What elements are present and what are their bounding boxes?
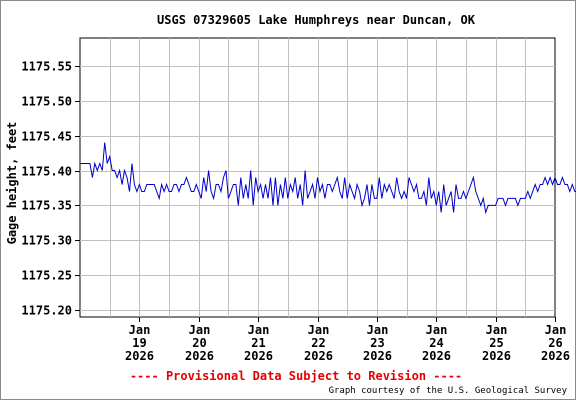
x-tick-label: Jan [248, 323, 270, 337]
y-tick-label: 1175.50 [21, 95, 72, 109]
series-layer [80, 142, 576, 215]
usgs-credit: Graph courtesy of the U.S. Geological Su… [329, 386, 568, 396]
chart-title: USGS 07329605 Lake Humphreys near Duncan… [157, 13, 476, 27]
y-tick-label: 1175.55 [21, 60, 72, 74]
x-tick-label: 2026 [244, 349, 273, 363]
grid-lines [80, 38, 555, 317]
x-tick-label: 23 [370, 336, 384, 350]
y-tick-labels: 1175.55 1175.50 1175.45 1175.40 1175.35 1175.… [21, 60, 80, 318]
y-tick-label: 1175.40 [21, 165, 72, 179]
y-tick-label: 1175.45 [21, 130, 72, 144]
x-tick-label: 2026 [482, 349, 511, 363]
y-tick-label: 1175.30 [21, 234, 72, 248]
x-tick-label: 2026 [541, 349, 570, 363]
x-tick-label: 24 [429, 336, 443, 350]
x-tick-label: Jan [129, 323, 151, 337]
x-tick-label: Jan [367, 323, 389, 337]
x-tick-label: 25 [489, 336, 503, 350]
x-tick-label: Jan [545, 323, 567, 337]
x-tick-label: 26 [548, 336, 562, 350]
y-tick-label: 1175.20 [21, 304, 72, 318]
x-tick-labels: Jan192026Jan202026Jan212026Jan222026Jan2… [125, 317, 570, 363]
provisional-notice: ---- Provisional Data Subject to Revisio… [130, 369, 462, 383]
x-tick-label: 2026 [363, 349, 392, 363]
x-tick-label: 20 [192, 336, 206, 350]
x-tick-label: Jan [308, 323, 330, 337]
y-tick-label: 1175.35 [21, 199, 72, 213]
x-tick-label: 21 [251, 336, 265, 350]
x-tick-label: Jan [486, 323, 508, 337]
x-tick-label: Jan [426, 323, 448, 337]
x-tick-label: 19 [132, 336, 146, 350]
x-tick-label: 22 [311, 336, 325, 350]
y-tick-label: 1175.25 [21, 269, 72, 283]
x-tick-label: 2026 [125, 349, 154, 363]
y-axis-label: Gage height, feet [5, 122, 19, 245]
x-tick-label: 2026 [422, 349, 451, 363]
x-tick-label: Jan [189, 323, 211, 337]
x-tick-label: 2026 [185, 349, 214, 363]
x-tick-label: 2026 [304, 349, 333, 363]
gage-height-series-line [80, 142, 576, 215]
